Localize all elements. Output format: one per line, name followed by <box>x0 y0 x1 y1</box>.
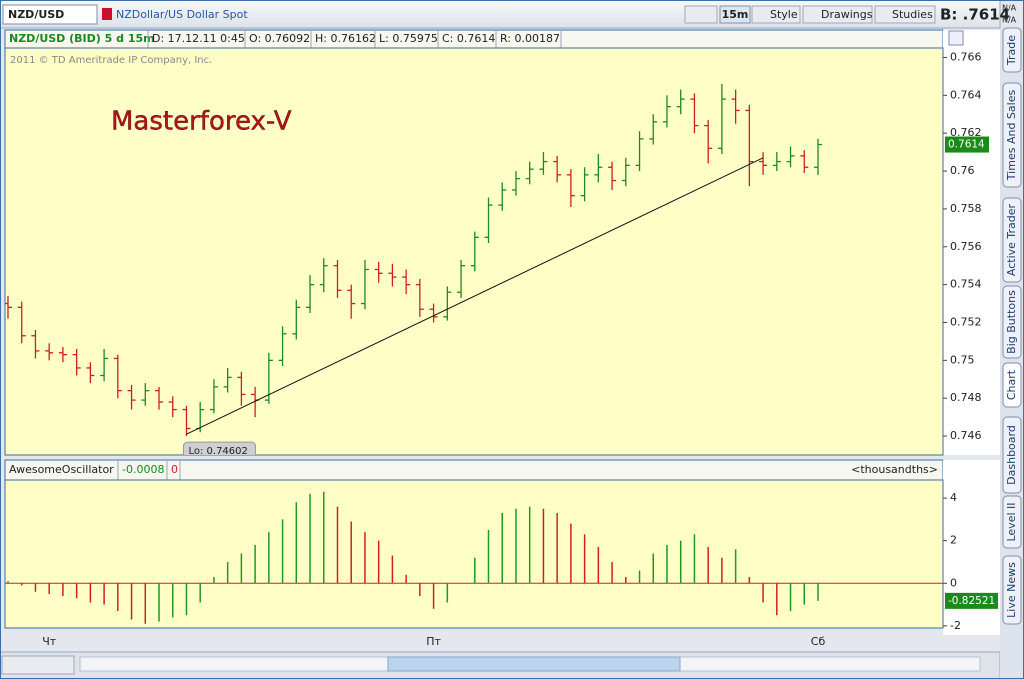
description: NZDollar/US Dollar Spot <box>116 8 248 21</box>
y-tick-label: 4 <box>950 491 957 504</box>
studies-label: Studies <box>892 8 933 21</box>
y-tick-label: 0.766 <box>950 50 982 63</box>
low-label: Lo: 0.74602 <box>188 446 247 457</box>
side-tab[interactable] <box>1002 362 1022 408</box>
side-tab[interactable] <box>1002 27 1022 73</box>
header-open: O: 0.76092 <box>249 32 310 45</box>
osc-reading: -0.0008 <box>122 463 164 476</box>
last-value-label: -0.82521 <box>948 595 995 607</box>
drawings-label: Drawings <box>821 8 873 21</box>
y-tick-label: 0.748 <box>950 391 982 404</box>
y-tick-label: 0.762 <box>950 126 982 139</box>
header-low: L: 0.75975 <box>379 32 438 45</box>
annotation: Masterforex-V <box>111 107 292 137</box>
header-range: R: 0.00187 <box>500 32 560 45</box>
low-label-box <box>182 441 256 455</box>
x-tick-label: Пт <box>426 635 441 648</box>
osc-name: AwesomeOscillator <box>9 463 114 476</box>
last-value-label: 0.7614 <box>948 139 985 151</box>
price-plot: Lo: 0.74602 <box>5 83 822 457</box>
header-high: H: 0.76162 <box>315 32 376 45</box>
side-tab-label: Level II <box>1005 502 1018 541</box>
settings-icon[interactable] <box>948 30 964 46</box>
side-tab-label: Dashboard <box>1005 425 1018 485</box>
y-tick-label: 0.756 <box>950 240 982 253</box>
y-tick-label: -2 <box>950 619 961 632</box>
osc-reading-2: 0 <box>171 463 178 476</box>
interval-button[interactable] <box>719 5 751 24</box>
symbol-box[interactable] <box>2 4 98 25</box>
side-tab[interactable] <box>1002 197 1022 283</box>
y-tick-label: 0.758 <box>950 202 982 215</box>
y-tick-label: 0 <box>950 576 957 589</box>
side-tab-label: Live News <box>1005 562 1018 618</box>
side-tab[interactable] <box>1002 555 1022 625</box>
side-tab[interactable] <box>1002 495 1022 549</box>
style-button[interactable] <box>751 5 801 24</box>
osc-units: <thousandths> <box>851 463 938 476</box>
style-label: Style <box>770 8 798 21</box>
side-tab[interactable] <box>1002 82 1022 188</box>
header-date: D: 17.12.11 0:45 <box>152 32 245 45</box>
y-tick-label: 2 <box>950 534 957 547</box>
y-tick-label: 0.746 <box>950 429 982 442</box>
last-value-box <box>945 136 989 153</box>
trendline <box>186 157 764 435</box>
tool-buttons[interactable] <box>684 5 718 24</box>
na-label: N/A <box>1002 16 1017 25</box>
copyright: 2011 © TD Ameritrade IP Company, Inc. <box>10 55 212 66</box>
side-tab-label: Times And Sales <box>1005 90 1018 182</box>
interval: 15m <box>722 8 749 21</box>
x-tick-label: Чт <box>42 635 57 648</box>
header-close: C: 0.7614 <box>442 32 495 45</box>
zoom-tools[interactable] <box>1 655 75 675</box>
y-tick-label: 0.76 <box>950 164 975 177</box>
y-tick-label: 0.764 <box>950 88 982 101</box>
side-tab[interactable] <box>1002 416 1022 494</box>
last-value-box <box>945 592 998 609</box>
side-tab[interactable] <box>1002 285 1022 359</box>
header-separators <box>147 30 562 48</box>
side-tabs: Trade Times And Sales Active Trader Big But… <box>1002 27 1022 625</box>
y-tick-label: 0.75 <box>950 353 975 366</box>
drawings-button[interactable] <box>802 5 873 24</box>
studies-button[interactable] <box>874 5 936 24</box>
osc-panel <box>4 479 944 629</box>
side-tab-label: Big Buttons <box>1005 290 1018 354</box>
x-tick-label: Сб <box>811 635 826 648</box>
y-tick-label: 0.754 <box>950 278 982 291</box>
symbol: NZD/USD <box>8 8 64 21</box>
scroll-thumb[interactable] <box>387 656 681 672</box>
osc-plot <box>5 491 943 624</box>
na-label: N/A <box>1002 4 1017 13</box>
price-axis-bg <box>943 30 1000 455</box>
bid-price: B: .7614 <box>940 6 1010 24</box>
instrument: NZD/USD (BID) 5 d 15m <box>9 32 155 45</box>
y-tick-label: 0.752 <box>950 315 982 328</box>
side-tab-label: Chart <box>1005 369 1018 400</box>
flag-icon <box>102 8 112 20</box>
side-tab-label: Trade <box>1005 35 1018 66</box>
side-tab-label: Active Trader <box>1005 203 1018 276</box>
price-panel <box>4 47 944 456</box>
